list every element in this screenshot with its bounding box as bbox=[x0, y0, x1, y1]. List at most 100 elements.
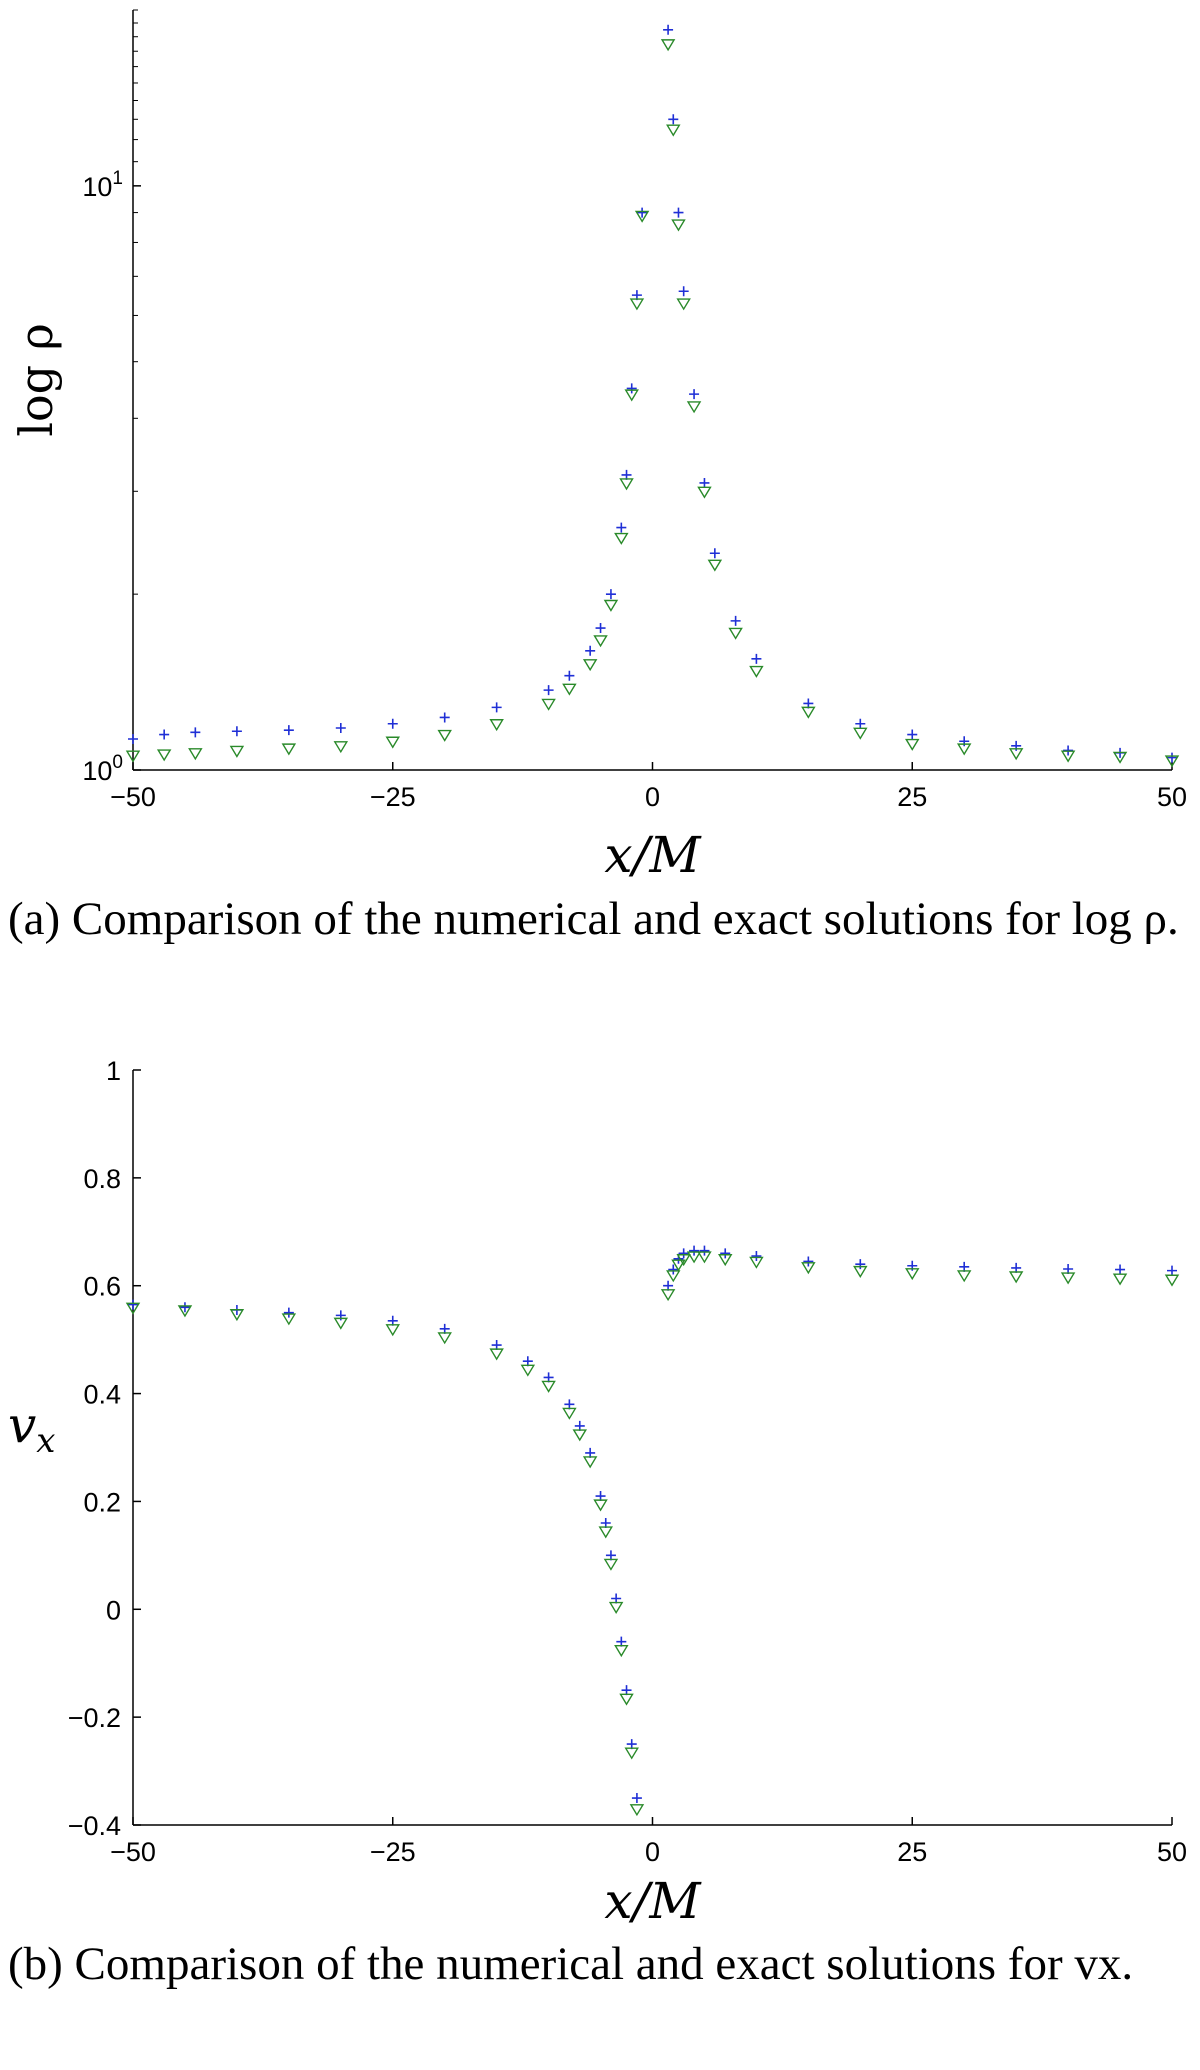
data-point-plus bbox=[678, 286, 689, 297]
data-point-triangle bbox=[619, 1693, 634, 1706]
data-point-plus bbox=[803, 1256, 814, 1267]
data-point-plus bbox=[621, 1685, 632, 1696]
data-point-plus bbox=[616, 522, 627, 533]
data-point-triangle bbox=[229, 745, 245, 758]
data-point-triangle bbox=[614, 1645, 629, 1658]
data-point-triangle bbox=[629, 1804, 645, 1817]
data-point-triangle bbox=[749, 1256, 764, 1269]
data-point-triangle bbox=[572, 1429, 588, 1442]
data-point-plus bbox=[585, 1447, 596, 1458]
data-point-triangle bbox=[956, 1270, 972, 1283]
data-point-triangle bbox=[603, 599, 619, 612]
data-point-triangle bbox=[671, 219, 686, 232]
data-point-plus bbox=[564, 670, 575, 681]
y-axis-label: vx bbox=[8, 1396, 55, 1461]
data-point-plus bbox=[1167, 752, 1177, 763]
y-tick-label: 0 bbox=[106, 1595, 121, 1625]
data-point-triangle bbox=[749, 665, 764, 678]
x-tick-label: 25 bbox=[897, 782, 927, 812]
chart-panel-b: −50 −25 0 25 50 −0.4 −0.2 0 0.2 0.4 0.6 0.8 1 x/M vx bbox=[8, 1056, 1187, 1930]
data-point-plus bbox=[689, 389, 700, 400]
data-point-triangle bbox=[801, 706, 816, 719]
data-point-plus bbox=[730, 615, 741, 626]
data-point-plus bbox=[907, 729, 918, 740]
data-point-plus bbox=[595, 1491, 606, 1502]
data-point-triangle bbox=[697, 1251, 712, 1264]
data-point-plus bbox=[751, 1251, 762, 1262]
data-point-plus bbox=[574, 1420, 585, 1431]
data-point-plus bbox=[855, 718, 866, 729]
data-point-plus bbox=[387, 718, 398, 729]
data-point-plus bbox=[668, 114, 679, 125]
data-point-triangle bbox=[728, 627, 743, 640]
data-point-plus bbox=[585, 645, 596, 656]
data-point-plus bbox=[522, 1356, 533, 1367]
data-point-plus bbox=[751, 653, 762, 664]
data-point-triangle bbox=[676, 298, 691, 311]
data-point-plus bbox=[231, 726, 242, 737]
data-point-plus bbox=[678, 1248, 689, 1259]
data-point-triangle bbox=[619, 478, 634, 491]
data-point-plus bbox=[1063, 1264, 1074, 1274]
data-point-triangle bbox=[1060, 1272, 1076, 1285]
series-1 bbox=[128, 1245, 1177, 1804]
data-point-plus bbox=[335, 723, 346, 734]
data-point-triangle bbox=[437, 729, 452, 742]
data-point-triangle bbox=[671, 1259, 686, 1272]
caption-a: (a) Comparison of the numerical and exac… bbox=[8, 893, 1179, 945]
data-point-triangle bbox=[541, 1380, 556, 1393]
data-point-plus bbox=[959, 1261, 970, 1272]
data-point-plus bbox=[668, 1264, 679, 1275]
data-point-triangle bbox=[177, 1305, 193, 1318]
data-point-triangle bbox=[541, 698, 556, 711]
data-point-triangle bbox=[853, 1265, 868, 1278]
data-point-plus bbox=[631, 1793, 642, 1804]
data-point-triangle bbox=[707, 559, 723, 572]
data-point-triangle bbox=[598, 1526, 613, 1539]
data-point-plus bbox=[283, 1307, 294, 1318]
data-point-triangle bbox=[905, 1268, 920, 1281]
x-tick-label: −50 bbox=[110, 782, 156, 812]
data-point-triangle bbox=[593, 1499, 608, 1512]
data-point-plus bbox=[491, 702, 502, 713]
data-point-triangle bbox=[281, 1313, 297, 1326]
data-point-triangle bbox=[281, 743, 297, 756]
chart-panel-a: −50 −25 0 25 50 100 101 x/M log ρ bbox=[9, 9, 1187, 884]
data-point-plus bbox=[387, 1315, 398, 1326]
x-tick-label: 50 bbox=[1157, 782, 1187, 812]
x-tick-label: 0 bbox=[645, 782, 660, 812]
data-point-plus bbox=[439, 1323, 450, 1334]
data-point-plus bbox=[626, 383, 637, 394]
data-point-plus bbox=[179, 1302, 190, 1313]
data-point-triangle bbox=[717, 1254, 733, 1267]
data-point-triangle bbox=[1060, 750, 1076, 763]
y-tick-label: 0.2 bbox=[83, 1487, 121, 1517]
data-point-triangle bbox=[666, 124, 681, 137]
series-1 bbox=[128, 24, 1177, 763]
data-point-plus bbox=[564, 1399, 575, 1410]
data-point-plus bbox=[1063, 745, 1074, 756]
data-point-triangle bbox=[697, 486, 712, 499]
data-point-triangle bbox=[624, 389, 639, 402]
data-point-triangle bbox=[676, 1254, 691, 1267]
data-point-plus bbox=[600, 1518, 611, 1528]
data-point-plus bbox=[637, 207, 648, 218]
data-point-plus bbox=[605, 589, 616, 600]
data-point-triangle bbox=[603, 1558, 619, 1571]
y-tick-label: −0.4 bbox=[68, 1811, 121, 1841]
data-point-plus bbox=[439, 712, 450, 723]
data-point-triangle bbox=[1008, 1271, 1024, 1284]
data-point-triangle bbox=[562, 1407, 577, 1420]
x-tick-label: −25 bbox=[370, 782, 416, 812]
data-point-plus bbox=[128, 733, 138, 744]
data-point-plus bbox=[621, 469, 632, 480]
data-point-triangle bbox=[562, 683, 577, 696]
data-point-triangle bbox=[660, 39, 676, 52]
data-point-plus bbox=[605, 1550, 616, 1561]
data-point-triangle bbox=[956, 743, 972, 756]
data-point-plus bbox=[491, 1340, 502, 1351]
y-tick-label: −0.2 bbox=[68, 1703, 121, 1733]
x-tick-label: 0 bbox=[645, 1837, 660, 1867]
data-point-triangle bbox=[582, 659, 598, 672]
